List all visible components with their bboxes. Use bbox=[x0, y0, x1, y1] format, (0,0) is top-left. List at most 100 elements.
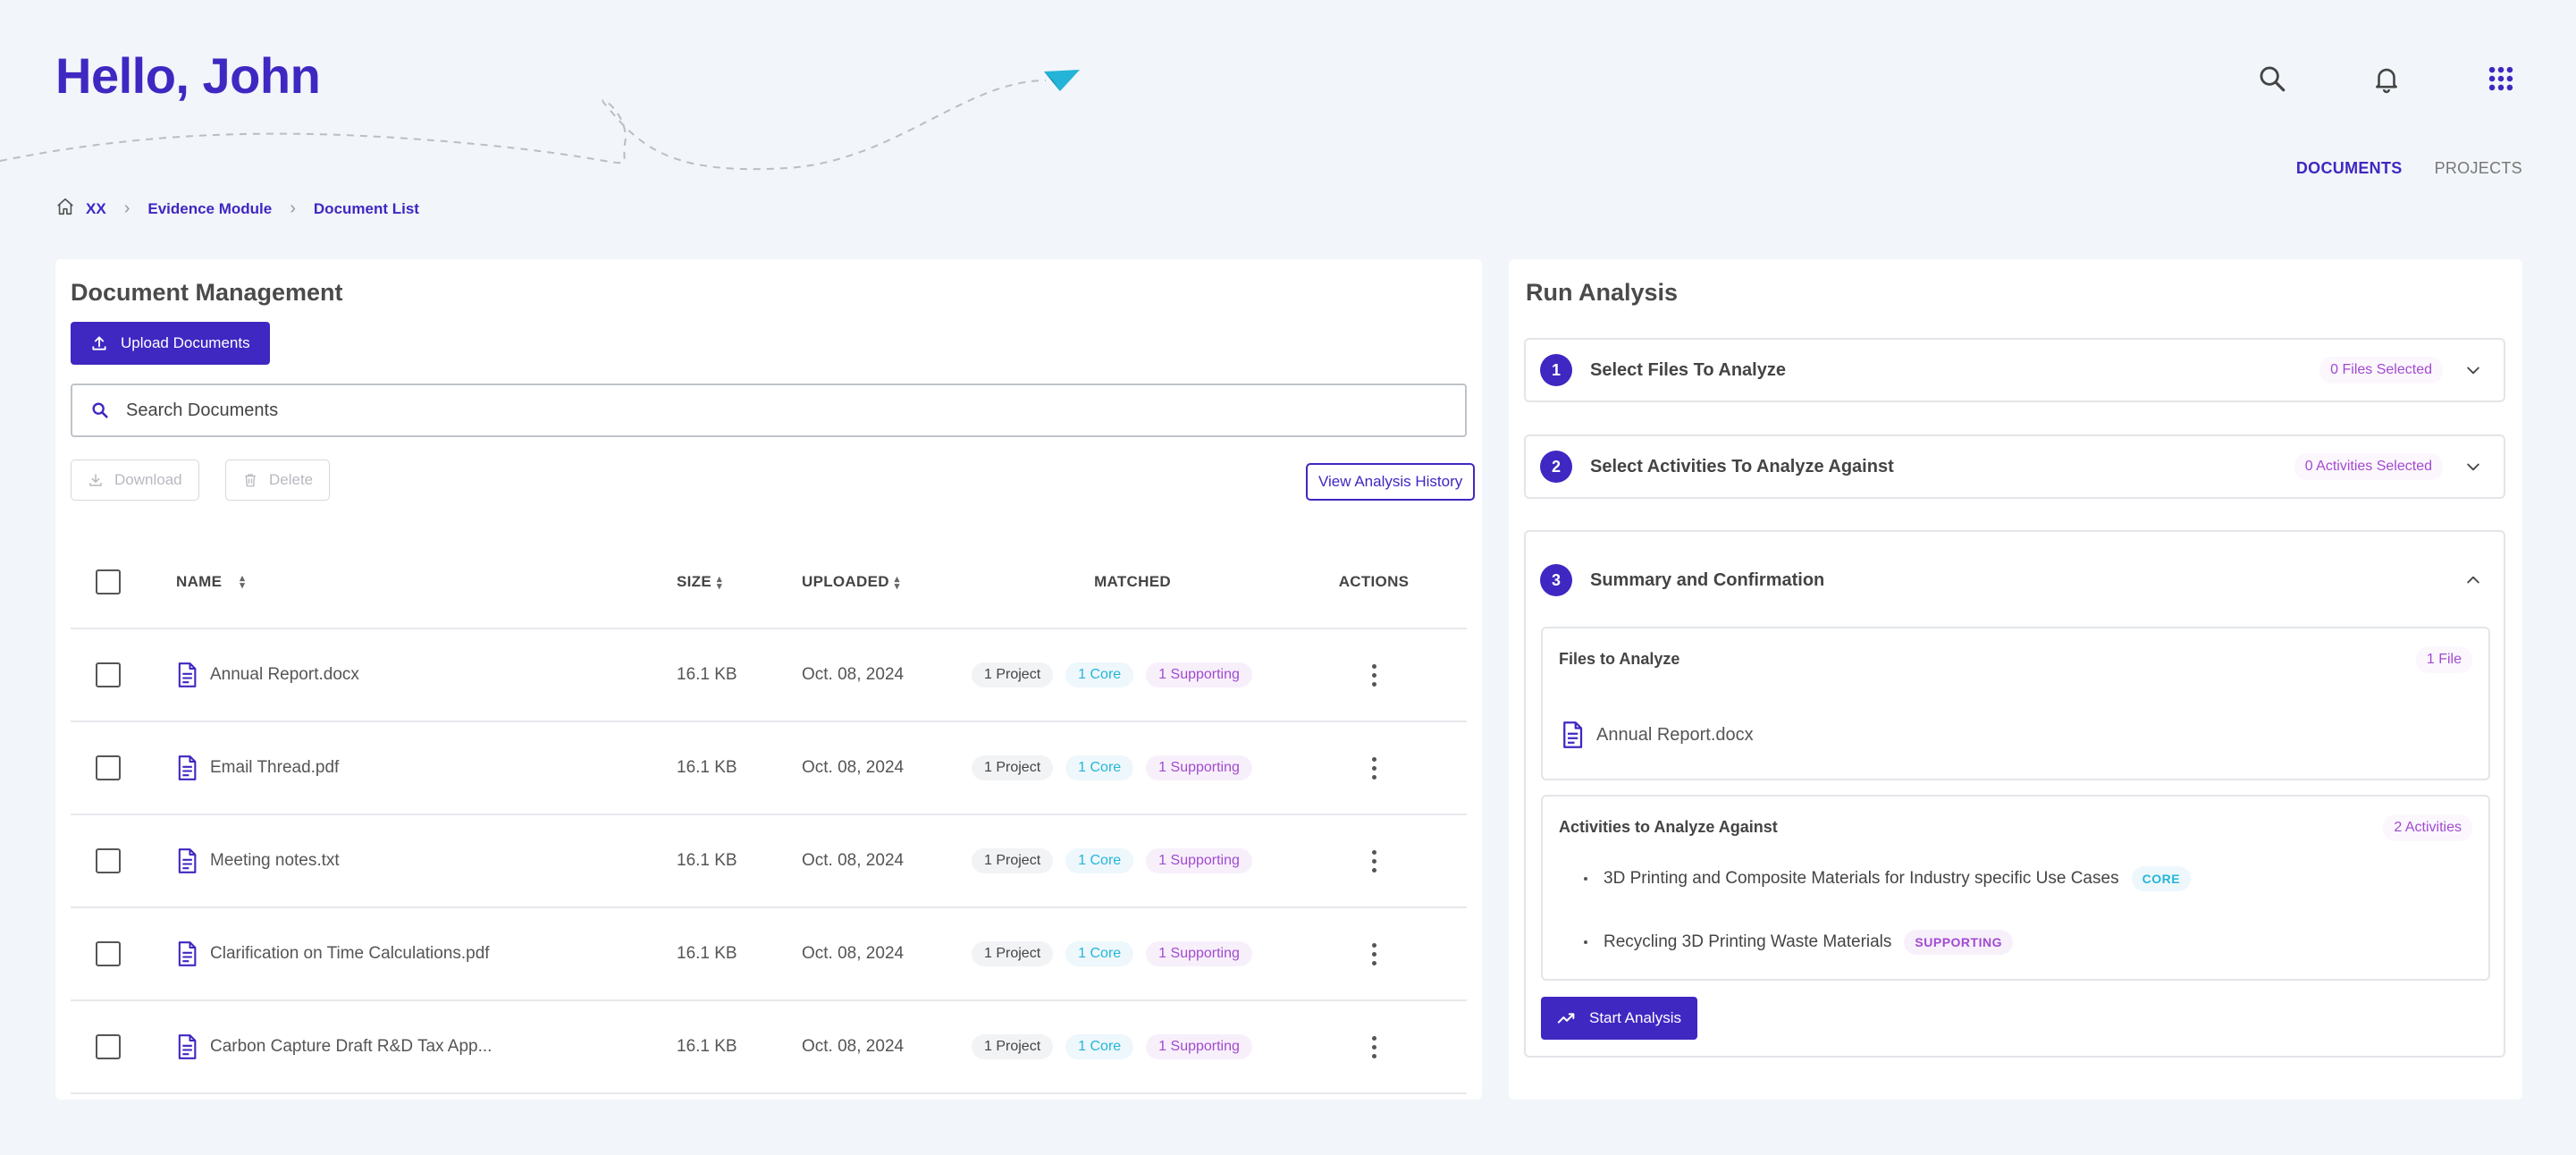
column-header-name[interactable]: NAME ▴ ▾ bbox=[176, 573, 246, 591]
document-name[interactable]: Meeting notes.txt bbox=[210, 851, 340, 870]
home-icon[interactable] bbox=[55, 197, 75, 221]
row-checkbox[interactable] bbox=[96, 755, 121, 780]
sort-icon: ▴ ▾ bbox=[717, 573, 722, 592]
upload-icon bbox=[92, 336, 106, 350]
tab-documents[interactable]: DOCUMENTS bbox=[2295, 159, 2403, 177]
select-all-checkbox[interactable] bbox=[96, 569, 121, 594]
step-summary-confirmation: 3 Summary and Confirmation Files to Anal… bbox=[1524, 530, 2505, 1058]
delete-button[interactable]: Delete bbox=[225, 459, 331, 501]
activities-count-badge: 2 Activities bbox=[2383, 814, 2472, 841]
project-chip: 1 Project bbox=[972, 1034, 1054, 1059]
activities-card-title: Activities to Analyze Against bbox=[1559, 818, 1778, 836]
chevron-up-icon[interactable] bbox=[2464, 571, 2482, 589]
activity-label: Recycling 3D Printing Waste Materials bbox=[1604, 932, 1892, 951]
files-card-title: Files to Analyze bbox=[1559, 650, 1680, 668]
document-management-panel: Document Management Upload Documents Dow… bbox=[55, 259, 1482, 1100]
row-checkbox[interactable] bbox=[96, 662, 121, 687]
core-chip: 1 Core bbox=[1065, 755, 1134, 780]
top-nav-tabs: DOCUMENTS PROJECTS bbox=[2296, 159, 2522, 178]
document-icon bbox=[178, 941, 197, 966]
breadcrumb: XX › Evidence Module › Document List bbox=[55, 197, 419, 221]
more-actions-icon[interactable] bbox=[1367, 1031, 1382, 1064]
more-actions-icon[interactable] bbox=[1367, 752, 1382, 785]
core-chip: 1 Core bbox=[1065, 1034, 1134, 1059]
document-uploaded: Oct. 08, 2024 bbox=[802, 944, 905, 963]
core-tag: CORE bbox=[2131, 866, 2192, 891]
document-size: 16.1 KB bbox=[677, 758, 737, 777]
breadcrumb-item-document-list[interactable]: Document List bbox=[313, 199, 419, 217]
document-size: 16.1 KB bbox=[677, 851, 737, 870]
supporting-chip: 1 Supporting bbox=[1146, 1034, 1252, 1059]
download-icon bbox=[89, 474, 102, 486]
delete-label: Delete bbox=[269, 471, 314, 488]
table-header: NAME ▴ ▾ SIZE ▴ ▾ UPLOADED ▴ ▾ MATCHED ACTIONS bbox=[71, 536, 1467, 629]
document-size: 16.1 KB bbox=[677, 1037, 737, 1056]
sort-icon: ▴ ▾ bbox=[240, 573, 246, 591]
table-row[interactable]: Clarification on Time Calculations.pdf 16… bbox=[71, 908, 1467, 1001]
documents-table: NAME ▴ ▾ SIZE ▴ ▾ UPLOADED ▴ ▾ MATCHED ACTIONS… bbox=[71, 536, 1467, 1094]
document-icon bbox=[178, 755, 197, 780]
run-analysis-panel: Run Analysis 1 Select Files To Analyze 0… bbox=[1509, 259, 2522, 1100]
step-select-activities[interactable]: 2 Select Activities To Analyze Against 0… bbox=[1524, 434, 2505, 499]
core-chip: 1 Core bbox=[1065, 848, 1134, 873]
search-bar bbox=[71, 384, 1467, 437]
more-actions-icon[interactable] bbox=[1367, 938, 1382, 971]
bullet bbox=[1584, 940, 1587, 944]
document-uploaded: Oct. 08, 2024 bbox=[802, 1037, 905, 1056]
table-row[interactable]: Carbon Capture Draft R&D Tax App... 16.1 … bbox=[71, 1001, 1467, 1094]
step-number: 1 bbox=[1540, 354, 1572, 386]
search-icon[interactable] bbox=[2251, 57, 2294, 100]
breadcrumb-item-xx[interactable]: XX bbox=[86, 199, 106, 217]
summary-header[interactable]: 3 Summary and Confirmation bbox=[1526, 532, 2504, 628]
row-checkbox[interactable] bbox=[96, 1034, 121, 1059]
start-analysis-button[interactable]: Start Analysis bbox=[1541, 997, 1697, 1040]
document-name[interactable]: Email Thread.pdf bbox=[210, 758, 340, 777]
sort-icon: ▴ ▾ bbox=[894, 573, 900, 592]
table-row[interactable]: Meeting notes.txt 16.1 KB Oct. 08, 2024 1 P… bbox=[71, 815, 1467, 908]
document-name[interactable]: Clarification on Time Calculations.pdf bbox=[210, 944, 490, 963]
activity-label: 3D Printing and Composite Materials for … bbox=[1604, 869, 2119, 888]
bell-icon[interactable] bbox=[2365, 57, 2408, 100]
activities-card: Activities to Analyze Against 2 Activiti… bbox=[1541, 795, 2490, 981]
search-input[interactable] bbox=[126, 400, 1377, 421]
document-name[interactable]: Annual Report.docx bbox=[210, 665, 359, 684]
document-uploaded: Oct. 08, 2024 bbox=[802, 665, 905, 684]
activity-item: 3D Printing and Composite Materials for … bbox=[1584, 866, 2192, 891]
trend-icon bbox=[1557, 1013, 1575, 1024]
document-name[interactable]: Carbon Capture Draft R&D Tax App... bbox=[210, 1037, 492, 1056]
step-number: 2 bbox=[1540, 451, 1572, 483]
document-icon bbox=[178, 1034, 197, 1059]
top-toolbar bbox=[2251, 57, 2522, 100]
chevron-down-icon[interactable] bbox=[2464, 458, 2482, 476]
upload-documents-button[interactable]: Upload Documents bbox=[71, 322, 270, 365]
column-header-actions: ACTIONS bbox=[1338, 573, 1410, 590]
step-select-files[interactable]: 1 Select Files To Analyze 0 Files Select… bbox=[1524, 338, 2505, 402]
supporting-chip: 1 Supporting bbox=[1146, 848, 1252, 873]
bullet bbox=[1584, 877, 1587, 881]
tab-projects[interactable]: PROJECTS bbox=[2434, 159, 2522, 177]
view-analysis-history-button[interactable]: View Analysis History bbox=[1306, 463, 1476, 501]
more-actions-icon[interactable] bbox=[1367, 845, 1382, 878]
table-row[interactable]: Annual Report.docx 16.1 KB Oct. 08, 2024 1 … bbox=[71, 629, 1467, 722]
breadcrumb-separator: › bbox=[123, 198, 130, 218]
document-uploaded: Oct. 08, 2024 bbox=[802, 851, 905, 870]
more-actions-icon[interactable] bbox=[1367, 659, 1382, 692]
row-checkbox[interactable] bbox=[96, 941, 121, 966]
panel-title: Run Analysis bbox=[1526, 279, 1679, 306]
download-button[interactable]: Download bbox=[71, 459, 199, 501]
activities-selected-badge: 0 Activities Selected bbox=[2294, 453, 2443, 480]
document-size: 16.1 KB bbox=[677, 944, 737, 963]
upload-documents-label: Upload Documents bbox=[121, 334, 250, 351]
table-row[interactable]: Email Thread.pdf 16.1 KB Oct. 08, 2024 1 Pr… bbox=[71, 722, 1467, 815]
chevron-down-icon[interactable] bbox=[2464, 361, 2482, 379]
supporting-tag: SUPPORTING bbox=[1904, 930, 2013, 955]
column-header-size[interactable]: SIZE ▴ ▾ bbox=[677, 573, 722, 592]
row-checkbox[interactable] bbox=[96, 848, 121, 873]
apps-grid-icon[interactable] bbox=[2479, 57, 2522, 100]
project-chip: 1 Project bbox=[972, 941, 1054, 966]
file-name: Annual Report.docx bbox=[1596, 724, 1754, 745]
panel-title: Document Management bbox=[71, 279, 343, 306]
breadcrumb-item-evidence-module[interactable]: Evidence Module bbox=[147, 199, 273, 217]
column-header-uploaded[interactable]: UPLOADED ▴ ▾ bbox=[802, 573, 900, 592]
project-chip: 1 Project bbox=[972, 848, 1054, 873]
